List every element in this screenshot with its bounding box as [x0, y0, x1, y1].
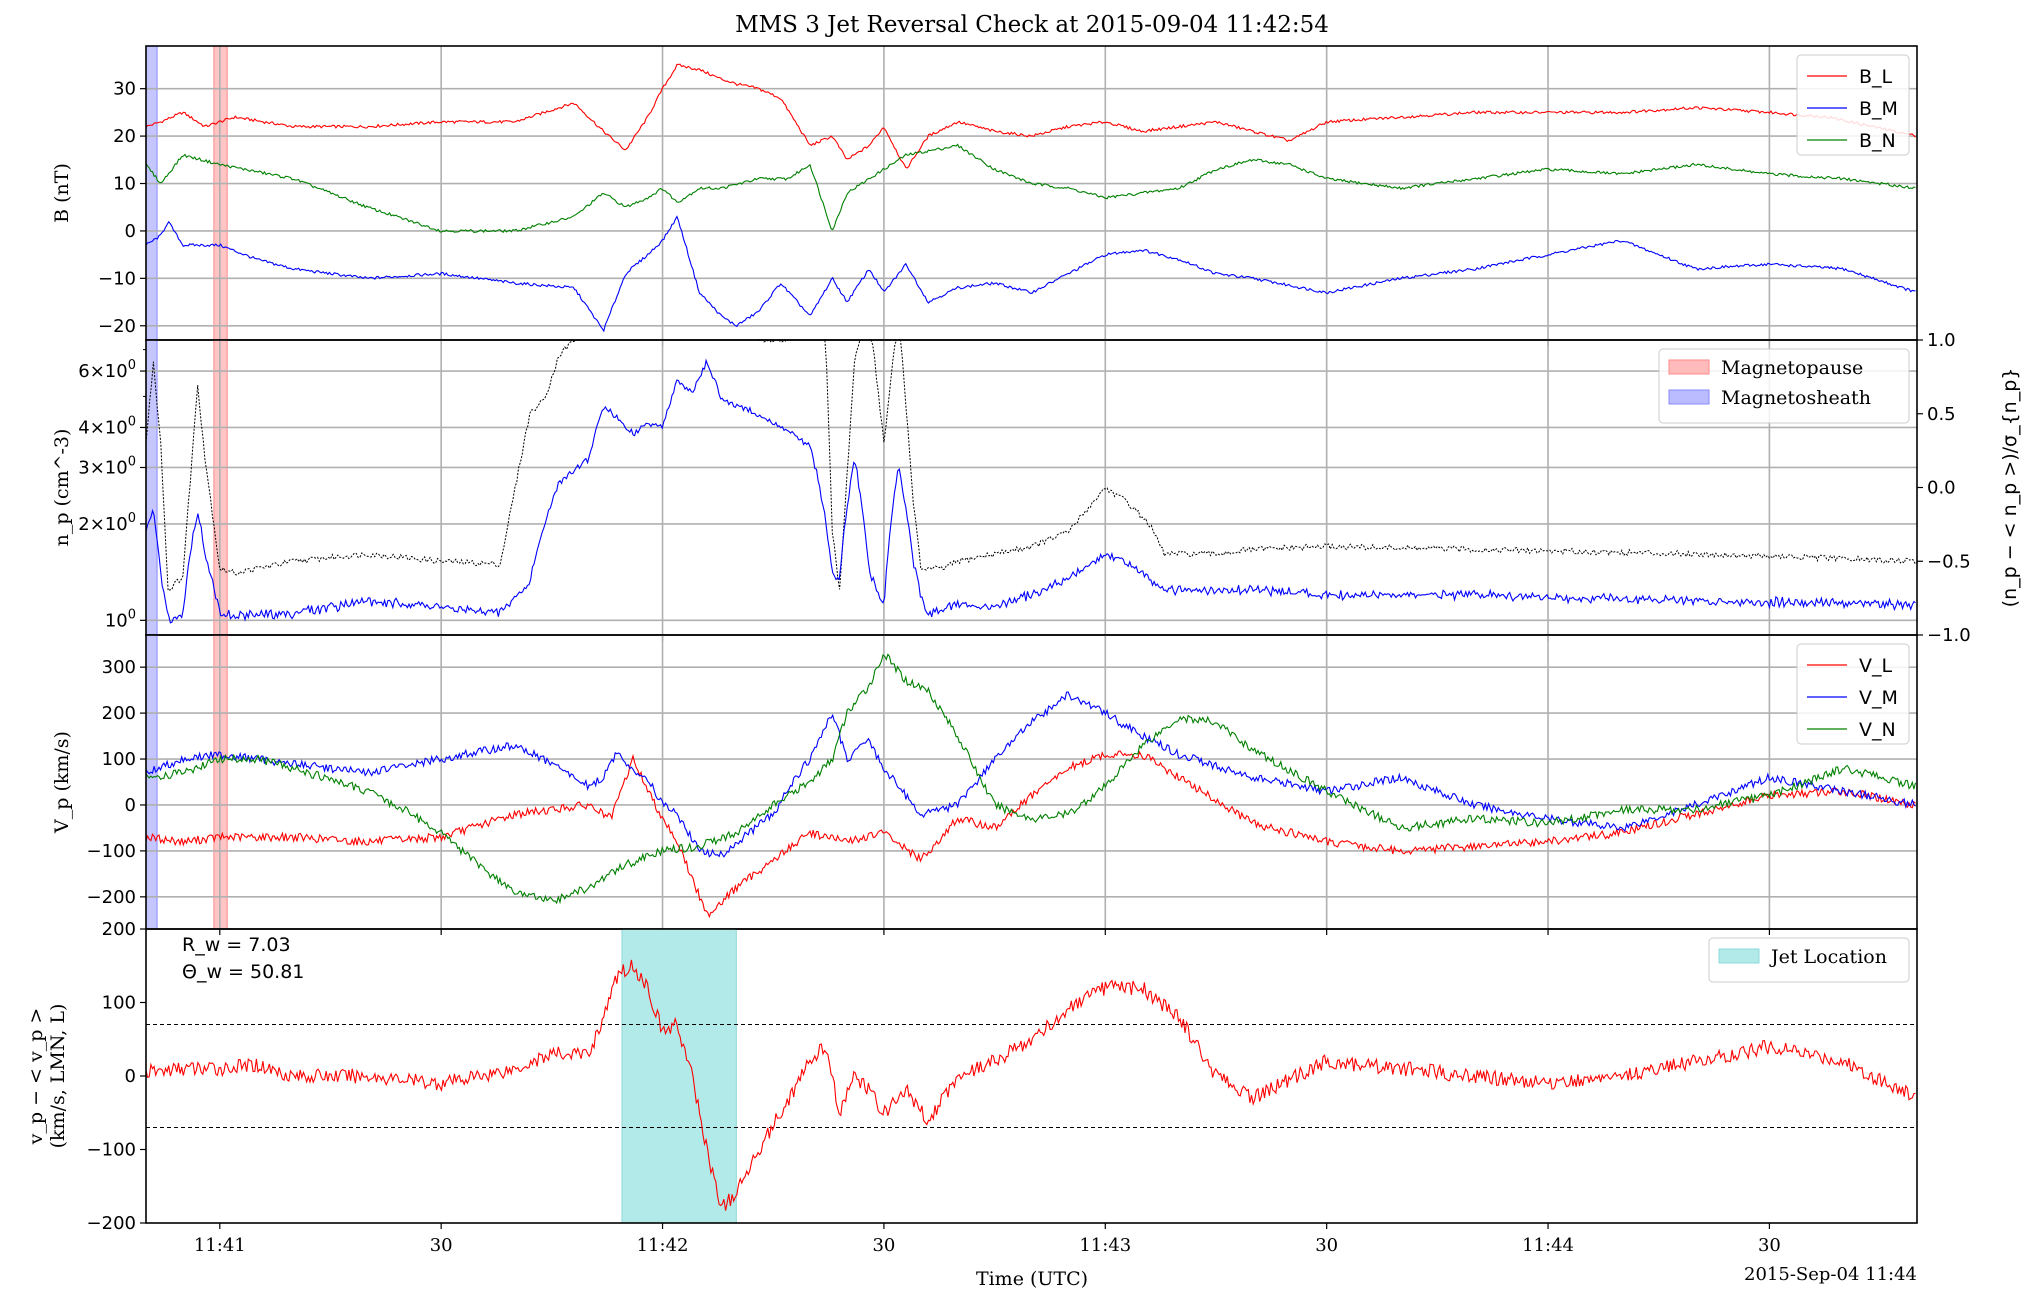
- y-tick-label: −20: [98, 316, 136, 337]
- superscript: 0: [128, 511, 136, 526]
- legend-label: B_M: [1859, 98, 1898, 120]
- y-tick-label: 3×100: [78, 454, 136, 478]
- legend-label: B_L: [1859, 66, 1893, 88]
- right-y-tick-label: −0.5: [1927, 551, 1971, 572]
- y-tick-label: 10: [113, 174, 136, 195]
- y-tick-label: 100: [102, 749, 136, 770]
- legend-patch: [1668, 389, 1710, 405]
- series-v-p-v-p-: [146, 959, 1916, 1211]
- y-tick-label: 0: [125, 795, 136, 816]
- y-tick-label: 20: [113, 126, 136, 147]
- legend-B: B_L B_M B_N: [1796, 54, 1910, 156]
- plot-area-Vp: [146, 635, 1917, 929]
- series-b-n: [146, 143, 1916, 233]
- plot-area-dv: [146, 929, 1917, 1223]
- y-tick-label: −100: [87, 1140, 136, 1161]
- legend-label: V_L: [1859, 655, 1892, 677]
- annotation-text: Θ_w = 50.81: [182, 961, 304, 983]
- superscript: 0: [128, 454, 136, 469]
- legend-label: B_N: [1859, 130, 1896, 152]
- series-normalized-np: [146, 340, 1917, 592]
- superscript: 0: [128, 358, 136, 373]
- y-tick-label: 300: [102, 657, 136, 678]
- legend-label: V_N: [1859, 719, 1896, 741]
- y-tick-label: 200: [102, 919, 136, 940]
- y-tick-label: 200: [102, 703, 136, 724]
- superscript: 0: [128, 414, 136, 429]
- legend-patch: [1668, 359, 1710, 375]
- x-tick-label: 11:43: [1079, 1235, 1131, 1256]
- x-axis-offset-label: 2015-Sep-04 11:44: [1744, 1264, 1917, 1285]
- y-tick-label: 2×100: [78, 511, 136, 535]
- legend-Vp: V_L V_M V_N: [1796, 643, 1910, 745]
- series-v-l: [146, 750, 1916, 919]
- shaded-magnetosheath: [146, 340, 158, 635]
- y-tick-label: 30: [113, 79, 136, 100]
- panel-dv: −200 −100 0 100 200 v_p − < v_p > (km/s, LMN, …: [25, 919, 1918, 1234]
- shaded-magnetosheath: [146, 46, 158, 340]
- x-tick-label: 30: [872, 1235, 895, 1256]
- legend-np: Magnetopause Magnetosheath: [1658, 348, 1910, 424]
- series-b-l: [146, 63, 1916, 169]
- legend-dv: Jet Location: [1708, 937, 1910, 983]
- x-tick-label: 30: [1315, 1235, 1338, 1256]
- jet-location-span: [621, 929, 737, 1223]
- y-axis-label: B (nT): [51, 163, 73, 223]
- superscript: 0: [128, 607, 136, 622]
- x-axis-label: Time (UTC): [976, 1268, 1088, 1290]
- chart-title: MMS 3 Jet Reversal Check at 2015-09-04 1…: [735, 12, 1329, 38]
- y-tick-label: 0: [125, 1066, 136, 1087]
- panel-B: −20 −10 0 10 20 30 B (nT) B_L B_M B_N: [51, 45, 1918, 346]
- y-tick-label: 100: [102, 993, 136, 1014]
- y-tick-label: −200: [87, 1213, 136, 1234]
- x-tick-label: 11:41: [194, 1235, 246, 1256]
- annotation-text: R_w = 7.03: [182, 934, 291, 956]
- right-y-tick-label: 1.0: [1927, 330, 1956, 351]
- legend-label: Jet Location: [1769, 946, 1887, 968]
- legend-label: V_M: [1859, 687, 1898, 709]
- y-tick-label: 6×100: [78, 358, 136, 382]
- legend-patch: [1718, 948, 1760, 964]
- y-tick-label: −200: [87, 887, 136, 908]
- series-v-m: [146, 691, 1916, 858]
- x-tick-label: 11:44: [1522, 1235, 1574, 1256]
- right-y-tick-label: 0.5: [1927, 404, 1956, 425]
- right-y-tick-label: 0.0: [1927, 478, 1956, 499]
- y-axis-label: n_p (cm^-3): [51, 429, 73, 547]
- legend-box: [1658, 348, 1910, 424]
- right-y-tick-label: −1.0: [1927, 625, 1971, 646]
- right-y-axis-label: (n_p − < n_p >)/σ_{n_p}: [1999, 368, 2021, 608]
- y-axis-label: V_p (km/s): [51, 731, 73, 834]
- y-tick-label: 0: [125, 221, 136, 242]
- y-axis-label: v_p − < v_p >: [25, 1008, 47, 1146]
- legend-label: Magnetosheath: [1721, 387, 1871, 409]
- x-tick-label: 30: [430, 1235, 453, 1256]
- y-tick-label: −100: [87, 841, 136, 862]
- legend-box: [1796, 54, 1910, 156]
- x-tick-label: 11:42: [637, 1235, 689, 1256]
- x-tick-label: 30: [1758, 1235, 1781, 1256]
- plot-area-B: [146, 46, 1917, 340]
- series-v-n: [146, 653, 1917, 905]
- series-b-m: [146, 215, 1916, 333]
- y-tick-label: −10: [98, 268, 136, 289]
- y-tick-label: 4×100: [78, 414, 136, 438]
- plot-area-np: [146, 340, 1917, 635]
- legend-label: Magnetopause: [1721, 357, 1863, 379]
- series-n-p: [146, 358, 1916, 624]
- shaded-magnetosheath: [146, 635, 158, 929]
- y-axis-label-2: (km/s, LMN, L): [47, 1004, 69, 1149]
- panel-np: 1002×1003×1004×1006×100−1.0−0.50.00.51.0…: [51, 330, 2021, 646]
- legend-box: [1796, 643, 1910, 745]
